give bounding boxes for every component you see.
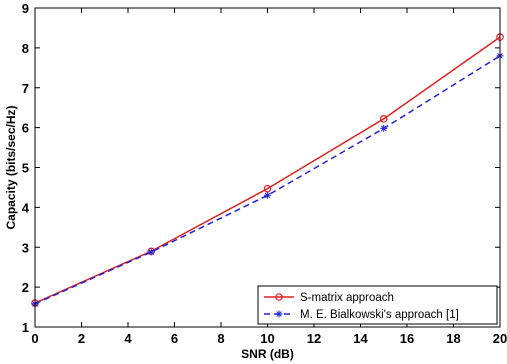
plot-area xyxy=(31,33,504,308)
y-tick-label: 3 xyxy=(22,240,29,255)
x-tick-label: 18 xyxy=(446,331,460,346)
x-tick-label: 14 xyxy=(353,331,368,346)
y-axis-title: Capacity (bits/sec/Hz) xyxy=(4,105,18,229)
series-1-point xyxy=(263,184,272,193)
y-tick-label: 6 xyxy=(22,121,29,136)
series-line-2 xyxy=(34,55,501,305)
y-tick-label: 4 xyxy=(22,200,30,215)
y-tick-label: 9 xyxy=(22,1,29,16)
legend: S-matrix approach M. E. Bialkowski's appr… xyxy=(257,285,498,325)
series-2-point xyxy=(147,248,155,256)
series-2-point xyxy=(264,191,271,199)
x-tick-label: 12 xyxy=(307,331,321,346)
y-tick-label: 1 xyxy=(22,320,29,335)
x-tick-label: 0 xyxy=(31,331,38,346)
y-tick-label: 2 xyxy=(22,280,29,295)
legend-label-1: S-matrix approach xyxy=(300,292,394,304)
y-tick-label: 8 xyxy=(22,41,29,56)
legend-marker-2 xyxy=(275,310,283,318)
series-line-1 xyxy=(34,36,501,304)
y-tick-label: 5 xyxy=(22,161,29,176)
x-tick-label: 4 xyxy=(124,331,132,346)
series-2-point xyxy=(380,124,388,132)
legend-marker-1 xyxy=(275,293,283,301)
x-axis-title: SNR (dB) xyxy=(241,347,294,361)
legend-label-2: M. E. Bialkowski's approach [1] xyxy=(300,309,459,321)
legend-box xyxy=(257,285,498,325)
x-tick-label: 8 xyxy=(217,331,224,346)
x-tick-label: 16 xyxy=(400,331,414,346)
x-tick-label: 6 xyxy=(171,331,178,346)
series-1-point xyxy=(379,115,388,123)
y-tick-label: 7 xyxy=(22,81,29,96)
x-tick-label: 2 xyxy=(78,331,85,346)
x-tick-label: 10 xyxy=(260,331,274,346)
axes-frame xyxy=(34,7,501,328)
x-tick-label: 20 xyxy=(493,331,507,346)
